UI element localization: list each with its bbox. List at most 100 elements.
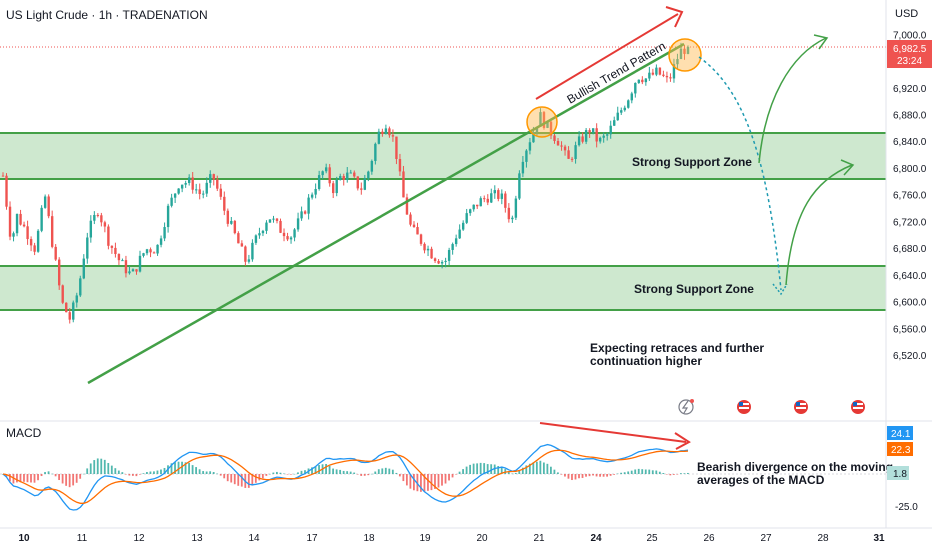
- histogram-bar: [542, 462, 545, 474]
- us-flag-icon[interactable]: [851, 400, 865, 414]
- histogram-bar: [188, 462, 190, 474]
- histogram-bar: [254, 474, 257, 483]
- histogram-bar: [212, 472, 215, 474]
- candle-body: [219, 188, 222, 197]
- candle-body: [648, 72, 651, 79]
- candle-body: [472, 204, 475, 210]
- histogram-bar: [521, 467, 524, 474]
- candle-body: [388, 128, 391, 136]
- price-axis-ticks[interactable]: 7,000.06,960.06,920.06,880.06,840.06,800…: [893, 30, 927, 362]
- candle-body: [317, 175, 321, 189]
- time-tick: 28: [817, 533, 829, 544]
- histogram-bar: [606, 474, 609, 477]
- histogram-bar: [304, 470, 306, 474]
- candle-body: [623, 107, 626, 111]
- histogram-bar: [384, 467, 387, 474]
- histogram-bar: [230, 474, 233, 483]
- histogram-bar: [325, 463, 327, 474]
- candle-body: [577, 136, 581, 146]
- lightning-event-icon[interactable]: [678, 399, 694, 415]
- candle-body: [627, 100, 630, 108]
- candle-body: [451, 244, 454, 250]
- time-tick: 20: [476, 533, 488, 544]
- candle-body: [173, 193, 177, 198]
- candle-body: [198, 189, 201, 195]
- time-tick: 11: [77, 533, 88, 544]
- histogram-bar: [546, 463, 549, 474]
- histogram-bar: [585, 474, 587, 477]
- histogram-bar: [532, 462, 535, 474]
- candle-body: [377, 131, 381, 144]
- candle-body: [293, 229, 296, 238]
- candle-body: [247, 259, 251, 262]
- candle-body: [616, 112, 619, 121]
- histogram-bar: [51, 473, 53, 475]
- histogram-bar: [602, 474, 605, 477]
- candle-body: [542, 112, 546, 128]
- histogram-bar: [363, 474, 366, 476]
- candle-body: [279, 220, 282, 233]
- histogram-bar: [139, 474, 141, 475]
- histogram-bar: [261, 474, 264, 479]
- histogram-bar: [170, 463, 173, 474]
- candle-body: [68, 312, 71, 320]
- candle-body: [514, 198, 518, 218]
- macd-label: MACD: [6, 426, 42, 440]
- signal-value-badge: 22.3: [887, 442, 913, 456]
- candle-body: [86, 237, 89, 259]
- candle-body: [187, 177, 191, 184]
- forecast-retrace-path: [698, 56, 788, 296]
- candle-body: [184, 183, 187, 185]
- histogram-bar: [665, 474, 668, 475]
- candle-body: [282, 232, 286, 237]
- histogram-bar: [416, 474, 419, 492]
- candle-body: [128, 271, 131, 274]
- us-flag-icon[interactable]: [794, 400, 808, 414]
- retest-circle-right: [668, 38, 702, 72]
- candle-body: [609, 125, 612, 135]
- macd-line: [2, 443, 689, 511]
- candle-body: [419, 234, 423, 244]
- histogram-bar: [265, 474, 268, 476]
- candle-body: [556, 140, 560, 146]
- histogram-bar: [398, 474, 401, 477]
- divergence-line-2: averages of the MACD: [697, 473, 825, 487]
- histogram-bar: [107, 463, 110, 474]
- histogram-bar: [571, 474, 573, 481]
- histogram-bar: [560, 474, 563, 475]
- histogram-bar: [441, 474, 443, 486]
- us-flag-icon[interactable]: [737, 400, 751, 414]
- candle-body: [307, 197, 310, 214]
- candle-body: [149, 249, 152, 253]
- candle-body: [332, 183, 335, 194]
- histogram-bar: [335, 469, 338, 474]
- candle-body: [124, 260, 128, 274]
- candle-body: [402, 171, 405, 198]
- signal-line: [2, 449, 689, 504]
- candle-body: [12, 233, 15, 237]
- histogram-bar: [89, 463, 92, 474]
- histogram-value-badge: 1.8: [887, 466, 909, 480]
- histogram-bar: [233, 474, 236, 485]
- candle-body: [138, 255, 142, 272]
- time-tick: 14: [248, 533, 260, 544]
- candle-body: [233, 220, 237, 234]
- candle-body: [412, 224, 416, 228]
- histogram-bar: [634, 469, 637, 474]
- histogram-bar: [630, 470, 633, 474]
- histogram-bar: [669, 474, 672, 476]
- histogram-bar: [251, 474, 254, 486]
- histogram-bar: [142, 473, 145, 474]
- histogram-bar: [9, 474, 11, 482]
- currency-label[interactable]: USD: [895, 8, 919, 20]
- price-tick: 6,560.0: [893, 324, 927, 335]
- histogram-bar: [434, 474, 436, 489]
- histogram-bar: [486, 464, 489, 474]
- histogram-bar: [493, 464, 496, 474]
- histogram-bar: [662, 472, 665, 474]
- histogram-bar: [290, 474, 292, 475]
- histogram-bar: [469, 464, 472, 474]
- candle-body: [110, 245, 114, 248]
- time-axis-ticks[interactable]: 10 11 12 13 14 17 18 19 20 21 24 25 26 27 28 31: [18, 533, 885, 544]
